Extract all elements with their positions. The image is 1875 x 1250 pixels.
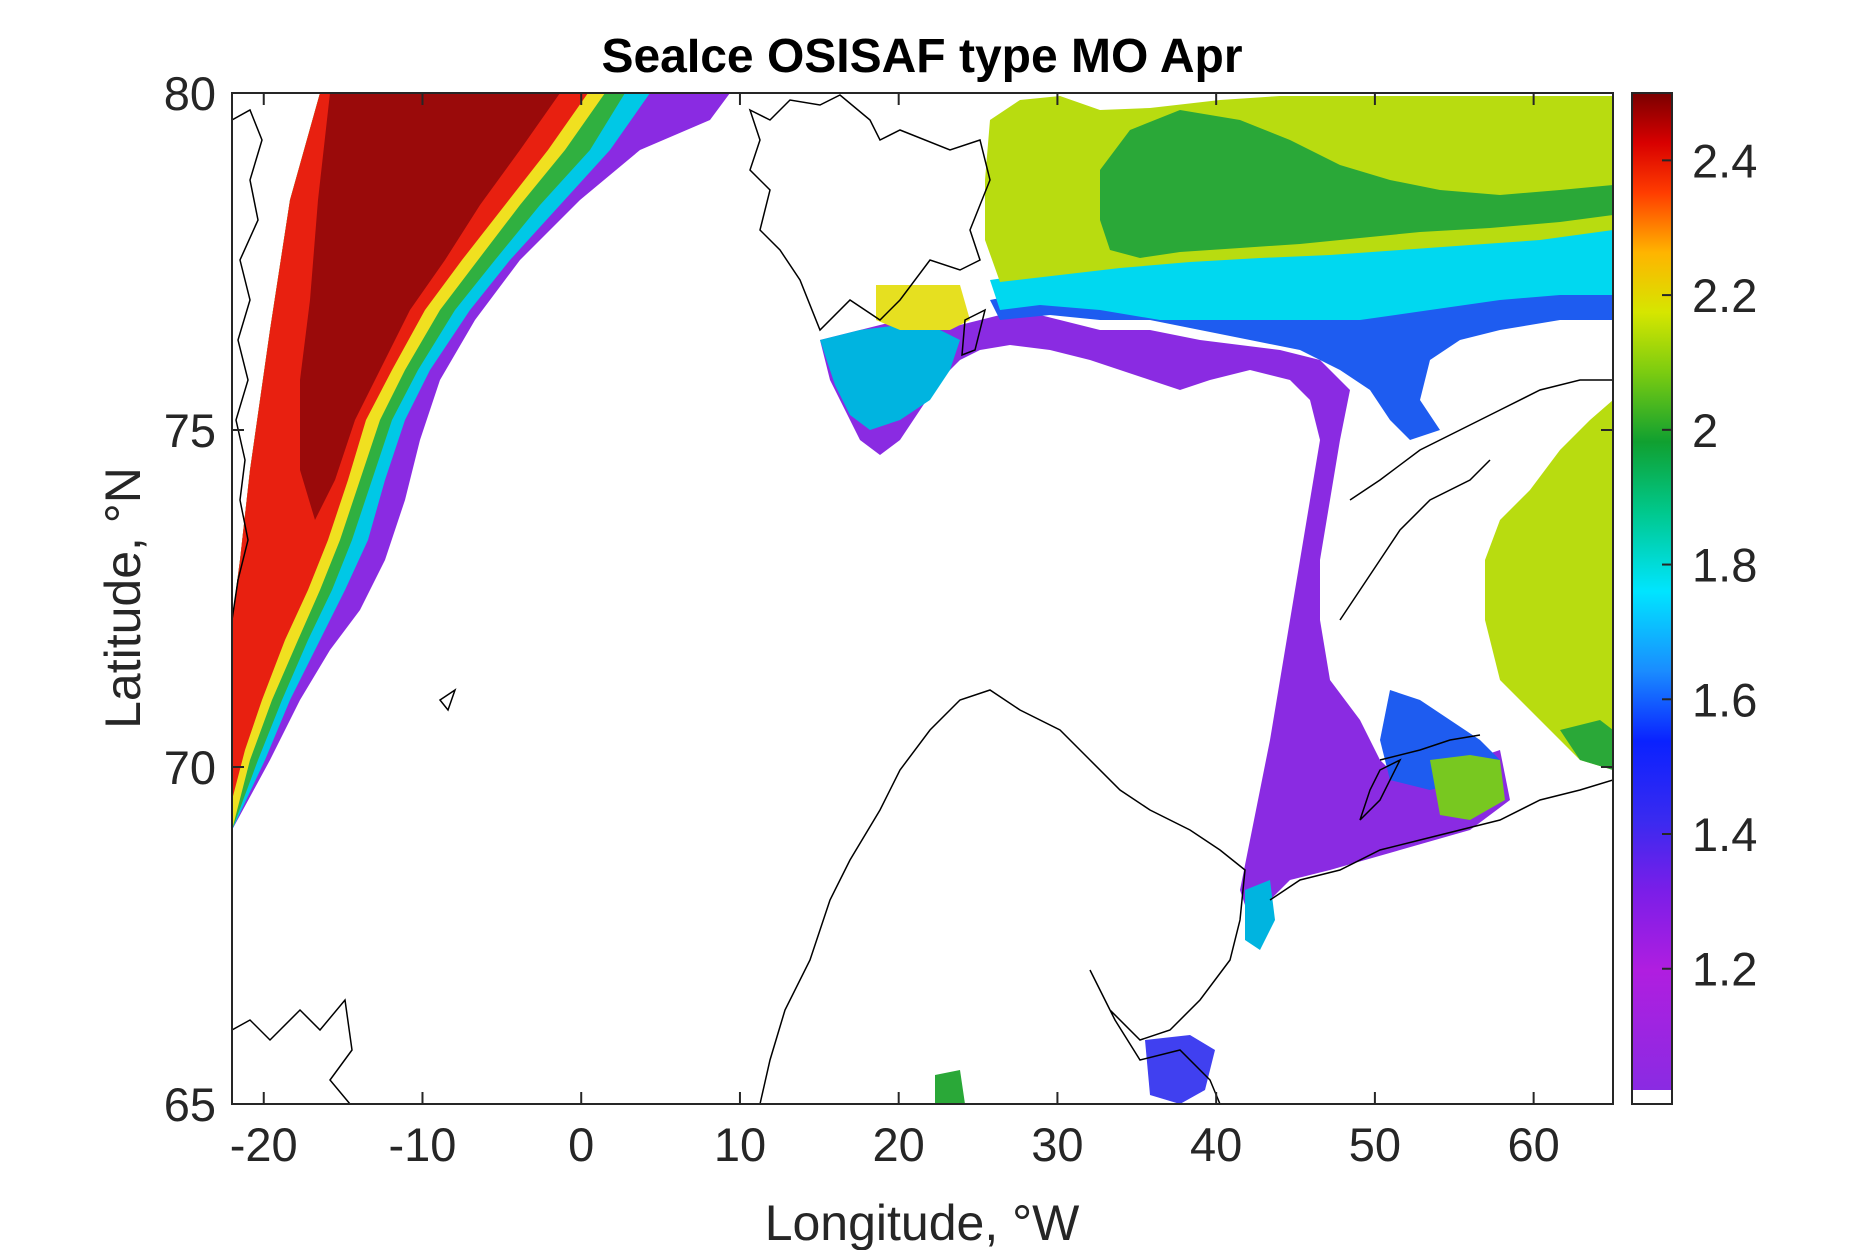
heatmap-region-pechora-cyan	[1245, 880, 1275, 950]
y-axis-label: Latitude, °N	[95, 467, 151, 729]
heatmap-layer	[232, 93, 1613, 1104]
colorbar-tick-label: 2	[1692, 404, 1718, 457]
x-tick-label: 40	[1190, 1118, 1242, 1171]
heatmap-region-whitesea	[1145, 1035, 1215, 1104]
heatmap-region-greenland-darkred	[300, 93, 560, 520]
heatmap-region-svalbard-south	[820, 325, 960, 430]
x-tick-label: 10	[714, 1118, 766, 1171]
heatmap-region-small-south	[935, 1070, 965, 1104]
heatmap-region-kara-green	[1560, 720, 1613, 770]
y-tick-label: 80	[164, 67, 216, 120]
x-tick-label: -20	[230, 1118, 298, 1171]
x-tick-label: 0	[568, 1118, 594, 1171]
x-tick-label: 50	[1349, 1118, 1401, 1171]
y-tick-label: 75	[164, 404, 216, 457]
colorbar-white-band	[1632, 1090, 1672, 1104]
colorbar-tick-label: 2.2	[1692, 269, 1757, 322]
y-ticks: 65 70 75 80	[164, 67, 1613, 1131]
axes-frame	[231, 92, 1614, 1105]
coastlines	[232, 94, 1613, 1104]
heatmap-region-pechora-green	[1430, 755, 1505, 820]
heatmap-region-svalbard-yellow	[876, 285, 970, 330]
heatmap-region-barents-green	[1100, 110, 1613, 258]
colorbar-ticks: 1.2 1.4 1.6 1.8 2 2.2 2.4	[1662, 134, 1757, 996]
colorbar-tick-label: 1.6	[1692, 673, 1757, 726]
heatmap-region-kara	[1485, 400, 1613, 770]
y-tick-label: 65	[164, 1078, 216, 1131]
colorbar	[1632, 93, 1672, 1090]
colorbar-tick-label: 1.2	[1692, 943, 1757, 996]
colorbar-tick-label: 1.4	[1692, 808, 1757, 861]
heatmap-region-barents-cyan	[990, 225, 1613, 320]
x-tick-label: -10	[389, 1118, 457, 1171]
x-tick-label: 30	[1031, 1118, 1083, 1171]
chart-title: SeaIce OSISAF type MO Apr	[601, 30, 1242, 83]
colorbar-frame	[1631, 92, 1673, 1105]
x-tick-label: 60	[1507, 1118, 1559, 1171]
colorbar-tick-label: 1.8	[1692, 539, 1757, 592]
x-ticks: -20 -10 0 10 20 30 40 50 60	[230, 93, 1560, 1171]
x-tick-label: 20	[873, 1118, 925, 1171]
colorbar-tick-label: 2.4	[1692, 134, 1757, 187]
x-axis-label: Longitude, °W	[765, 1195, 1080, 1250]
y-tick-label: 70	[164, 741, 216, 794]
heatmap-region-barents-purple	[820, 310, 1510, 920]
